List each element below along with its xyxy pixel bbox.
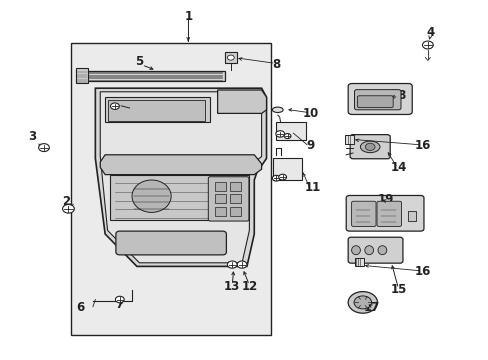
Text: 9: 9 bbox=[306, 139, 314, 152]
FancyBboxPatch shape bbox=[116, 231, 226, 255]
Bar bbox=[276, 122, 305, 140]
FancyBboxPatch shape bbox=[354, 90, 400, 110]
Circle shape bbox=[227, 261, 237, 268]
Bar bbox=[85, 71, 224, 81]
Bar bbox=[272, 158, 302, 180]
Bar bbox=[71, 43, 271, 335]
Text: 4: 4 bbox=[426, 26, 433, 39]
Text: 17: 17 bbox=[363, 301, 379, 314]
Bar bbox=[229, 182, 240, 191]
FancyBboxPatch shape bbox=[349, 135, 389, 159]
Text: 18: 18 bbox=[389, 89, 406, 102]
Bar bbox=[76, 68, 88, 83]
Polygon shape bbox=[110, 175, 249, 220]
Circle shape bbox=[347, 292, 377, 313]
Text: 2: 2 bbox=[62, 195, 70, 208]
FancyBboxPatch shape bbox=[347, 237, 402, 263]
Text: 16: 16 bbox=[414, 139, 430, 152]
Ellipse shape bbox=[132, 180, 171, 212]
Circle shape bbox=[227, 55, 234, 60]
Circle shape bbox=[62, 204, 74, 213]
Circle shape bbox=[284, 134, 290, 139]
Polygon shape bbox=[95, 88, 266, 266]
Text: 11: 11 bbox=[304, 181, 321, 194]
Bar bbox=[215, 194, 225, 203]
Bar bbox=[229, 194, 240, 203]
Circle shape bbox=[110, 103, 119, 109]
Circle shape bbox=[39, 144, 49, 152]
Text: 7: 7 bbox=[125, 103, 133, 116]
Polygon shape bbox=[105, 97, 210, 122]
Text: 16: 16 bbox=[414, 265, 430, 278]
Circle shape bbox=[237, 261, 246, 268]
FancyBboxPatch shape bbox=[376, 201, 401, 226]
Circle shape bbox=[422, 41, 432, 49]
Text: 6: 6 bbox=[77, 301, 84, 314]
Text: 5: 5 bbox=[135, 55, 143, 68]
Ellipse shape bbox=[351, 246, 360, 255]
Ellipse shape bbox=[377, 246, 386, 255]
Bar bbox=[215, 182, 225, 191]
Bar bbox=[344, 135, 353, 144]
Bar bbox=[354, 258, 363, 266]
Circle shape bbox=[278, 174, 286, 180]
FancyBboxPatch shape bbox=[351, 201, 375, 226]
Text: 15: 15 bbox=[389, 283, 406, 296]
Text: 1: 1 bbox=[184, 10, 192, 23]
FancyBboxPatch shape bbox=[208, 177, 248, 221]
Text: 3: 3 bbox=[28, 130, 36, 143]
Circle shape bbox=[353, 296, 371, 309]
Ellipse shape bbox=[272, 107, 283, 113]
FancyBboxPatch shape bbox=[346, 195, 423, 231]
Ellipse shape bbox=[364, 246, 373, 255]
Bar bbox=[407, 211, 415, 221]
Bar bbox=[215, 207, 225, 216]
FancyBboxPatch shape bbox=[357, 96, 392, 108]
Text: 19: 19 bbox=[377, 193, 394, 206]
Ellipse shape bbox=[360, 141, 379, 153]
Text: 13: 13 bbox=[224, 280, 240, 293]
FancyBboxPatch shape bbox=[347, 84, 411, 114]
Text: 8: 8 bbox=[272, 58, 280, 71]
Polygon shape bbox=[217, 90, 266, 113]
Text: 14: 14 bbox=[389, 161, 406, 174]
Circle shape bbox=[115, 296, 124, 303]
Polygon shape bbox=[100, 155, 261, 175]
Circle shape bbox=[272, 175, 280, 181]
Polygon shape bbox=[100, 92, 261, 263]
Bar bbox=[224, 52, 237, 63]
Text: 10: 10 bbox=[302, 107, 318, 120]
Text: 7: 7 bbox=[116, 298, 123, 311]
Bar bbox=[229, 207, 240, 216]
Circle shape bbox=[365, 143, 374, 150]
Bar bbox=[107, 100, 205, 121]
Circle shape bbox=[275, 131, 284, 137]
Text: 12: 12 bbox=[241, 280, 257, 293]
